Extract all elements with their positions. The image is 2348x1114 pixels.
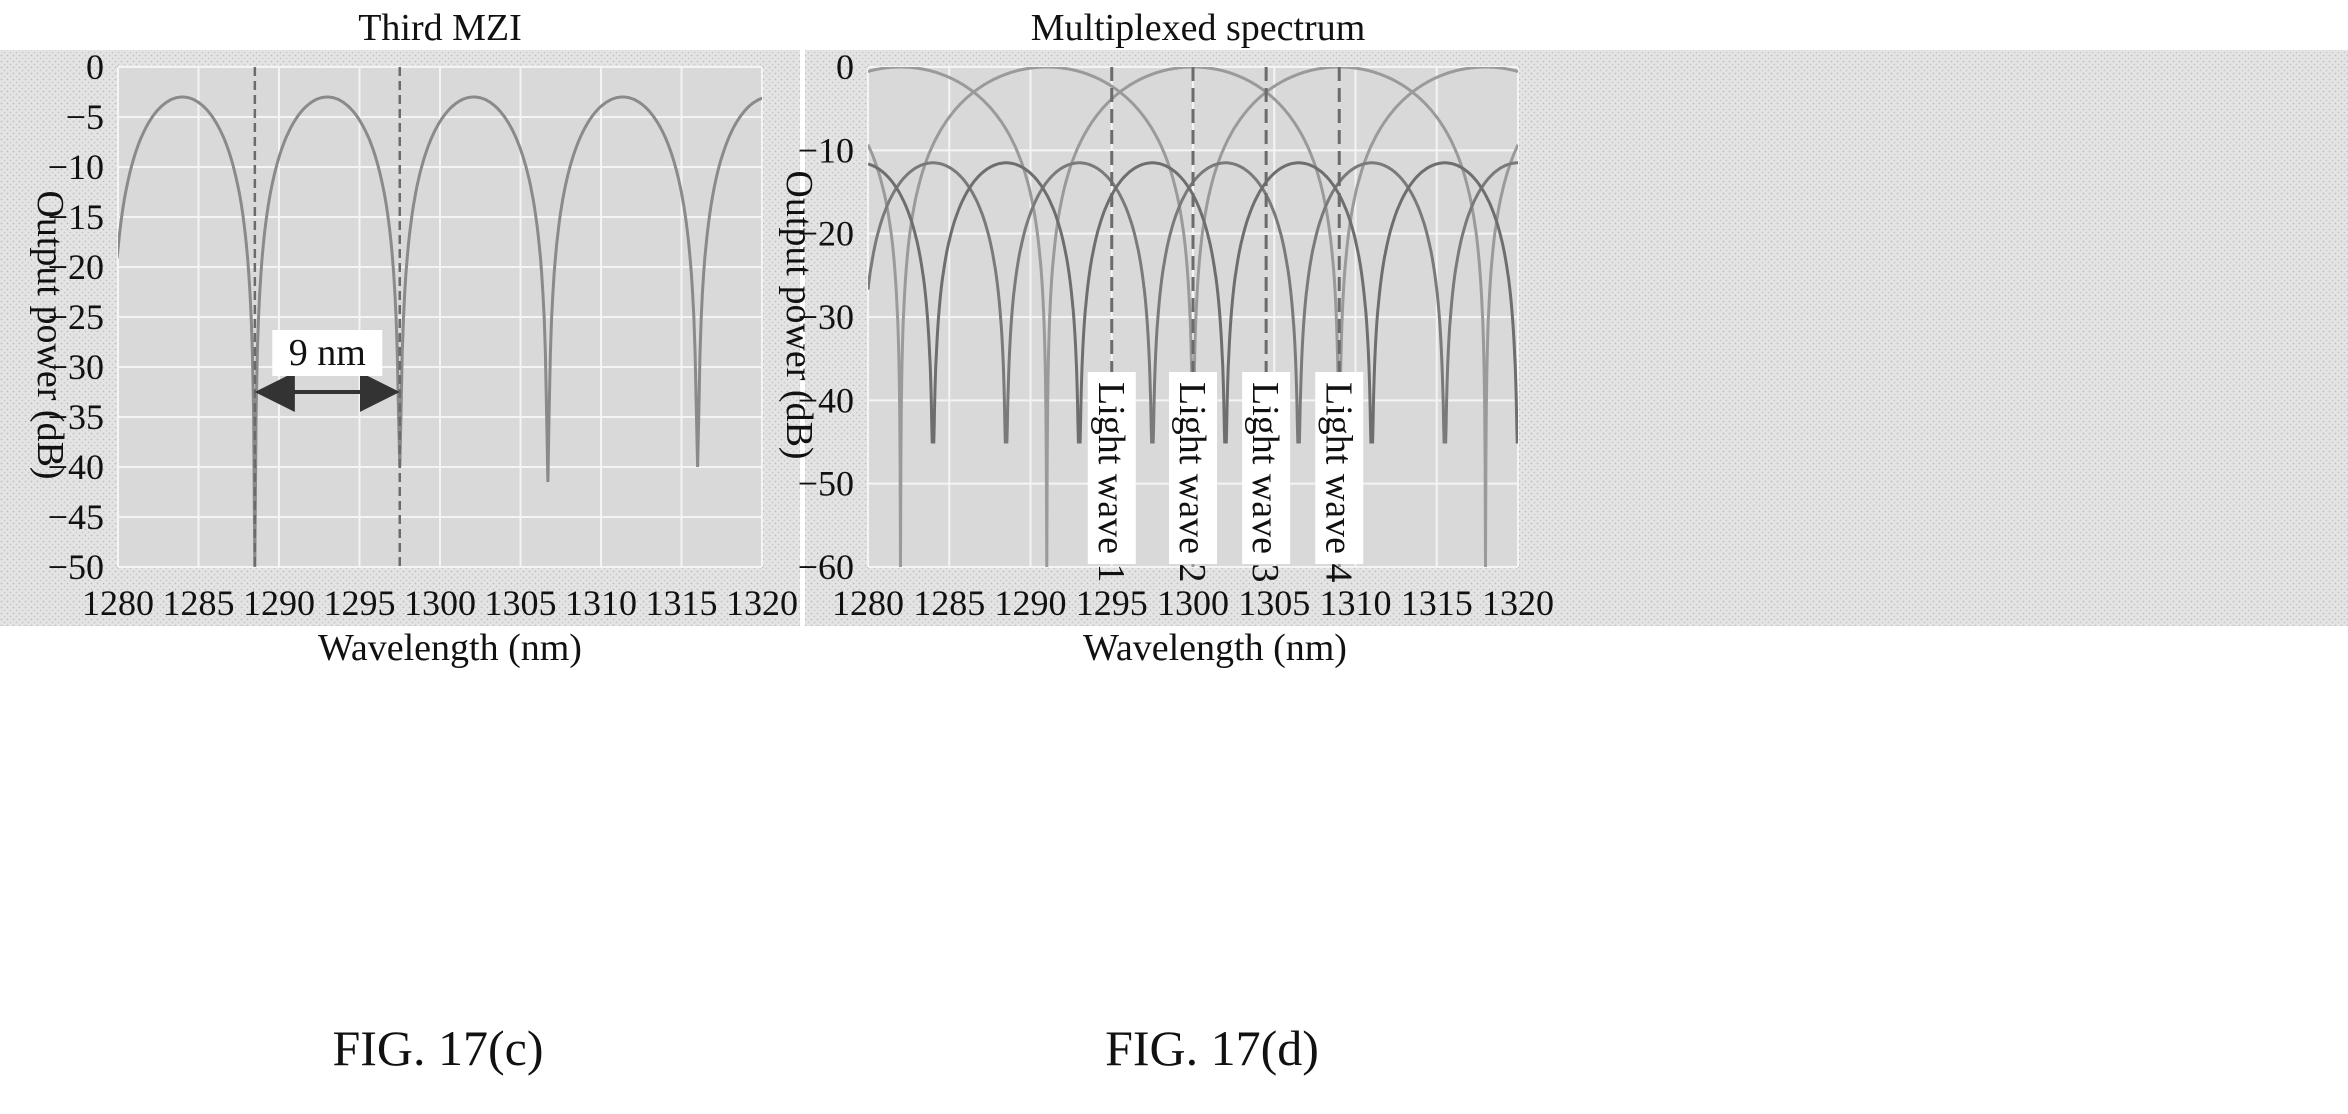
y-tick-label: −50	[798, 464, 854, 504]
x-axis-ticks: 1280 1285 1290 1295 1300 1305 1310 1315 1320	[832, 583, 1554, 623]
chart-title: Third MZI	[358, 7, 522, 49]
x-tick-label: 1290	[243, 583, 315, 623]
figure-caption-c: FIG. 17(c)	[332, 1020, 543, 1076]
y-tick-label: −10	[48, 147, 104, 187]
series-line	[868, 67, 1518, 567]
x-tick-label: 1305	[485, 583, 557, 623]
x-tick-label: 1320	[726, 583, 798, 623]
x-tick-label: 1285	[163, 583, 235, 623]
arrow-label: 9 nm	[289, 332, 366, 374]
y-axis-ticks: 0 −5 −10 −15 −20 −25 −30 −35 −40 −45 −50	[48, 47, 104, 587]
series-line	[118, 95, 762, 567]
y-tick-label: −20	[48, 247, 104, 287]
x-tick-label: 1290	[995, 583, 1067, 623]
y-tick-label: 0	[836, 47, 854, 87]
y-tick-label: −35	[48, 397, 104, 437]
x-tick-label: 1320	[1482, 583, 1554, 623]
light-wave-label: Light wave 2	[1171, 382, 1213, 583]
x-tick-label: 1300	[404, 583, 476, 623]
light-wave-label: Light wave 1	[1090, 382, 1132, 583]
figure-caption-d: FIG. 17(d)	[1105, 1020, 1319, 1076]
y-axis-title: Output power (dB)	[778, 170, 820, 459]
y-tick-label: −45	[48, 497, 104, 537]
chart-third-mzi: Third MZI 0 −5 −10 −15 −20 −25 −30 −35 −40 −45 −50…	[0, 7, 800, 669]
y-tick-label: −5	[66, 97, 104, 137]
light-wave-label-bg	[1087, 372, 1136, 564]
x-tick-label: 1295	[1076, 583, 1148, 623]
light-wave-label: Light wave 4	[1317, 382, 1359, 583]
y-tick-label: −25	[48, 297, 104, 337]
plot-area	[117, 66, 763, 568]
y-tick-label: −15	[48, 197, 104, 237]
light-wave-annotations: Light wave 1 Light wave 2 Light wave 3 Ligh…	[1087, 67, 1364, 583]
y-tick-label: −40	[798, 380, 854, 420]
y-tick-label: −10	[798, 130, 854, 170]
y-tick-label: −50	[48, 547, 104, 587]
y-tick-label: −60	[798, 547, 854, 587]
x-tick-label: 1280	[82, 583, 154, 623]
x-axis-title: Wavelength (nm)	[318, 627, 582, 669]
light-wave-label-bg	[1169, 372, 1217, 564]
x-axis-ticks: 1280 1285 1290 1295 1300 1305 1310 1315 1320	[82, 583, 798, 623]
light-wave-label-bg	[1315, 372, 1364, 564]
x-tick-label: 1305	[1238, 583, 1310, 623]
y-tick-label: 0	[86, 47, 104, 87]
y-tick-label: −30	[798, 297, 854, 337]
x-tick-label: 1310	[565, 583, 637, 623]
y-tick-label: −30	[48, 347, 104, 387]
x-axis-title: Wavelength (nm)	[1083, 627, 1347, 669]
series-group	[118, 95, 762, 567]
light-wave-label: Light wave 3	[1244, 382, 1286, 583]
chart-title: Multiplexed spectrum	[1031, 7, 1366, 49]
x-tick-label: 1310	[1320, 583, 1392, 623]
x-tick-label: 1315	[1401, 583, 1473, 623]
light-wave-label-bg	[1242, 372, 1291, 564]
x-tick-label: 1295	[324, 583, 396, 623]
x-tick-label: 1285	[913, 583, 985, 623]
y-tick-label: −20	[798, 214, 854, 254]
x-tick-label: 1300	[1157, 583, 1229, 623]
spacing-annotation: 9 nm	[253, 67, 401, 567]
x-tick-label: 1315	[646, 583, 718, 623]
y-tick-label: −40	[48, 447, 104, 487]
arrow-label-bg	[272, 330, 383, 376]
chart-multiplexed-spectrum: Multiplexed spectrum 0 −10 −20 −30 −40 −50 −60…	[778, 7, 2348, 669]
y-axis-ticks: 0 −10 −20 −30 −40 −50 −60	[798, 47, 854, 587]
x-tick-label: 1280	[832, 583, 904, 623]
series-line	[868, 67, 1518, 567]
y-axis-title: Output power (dB)	[29, 190, 71, 479]
